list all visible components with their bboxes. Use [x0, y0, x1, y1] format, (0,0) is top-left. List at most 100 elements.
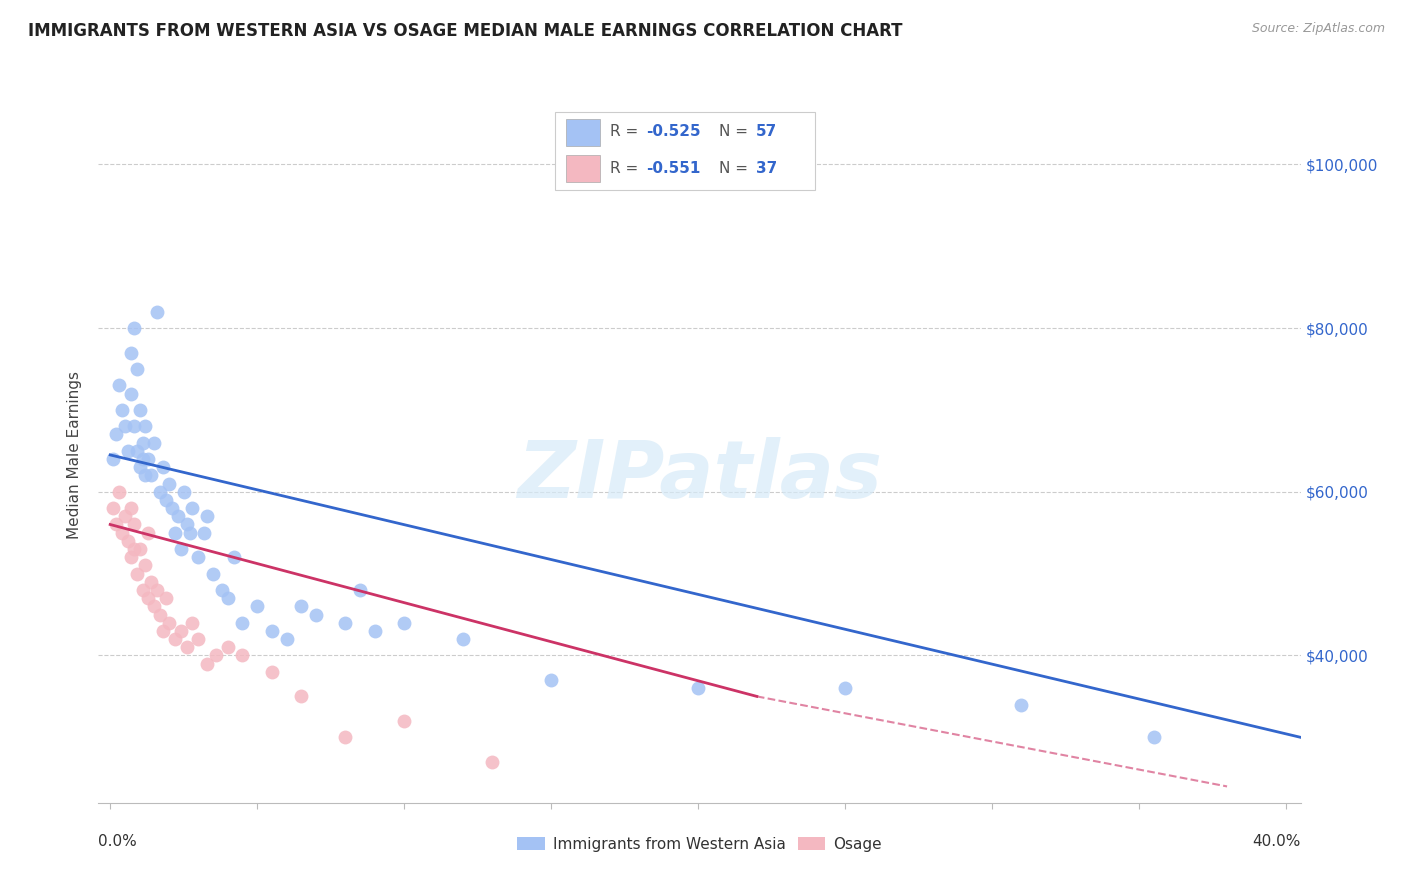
Point — [125, 362, 148, 376]
Point — [141, 468, 163, 483]
Point — [138, 452, 160, 467]
Point — [170, 542, 193, 557]
Point — [152, 460, 174, 475]
Point — [122, 517, 145, 532]
Point — [335, 615, 357, 630]
Point — [163, 525, 186, 540]
Point — [260, 624, 283, 638]
Text: IMMIGRANTS FROM WESTERN ASIA VS OSAGE MEDIAN MALE EARNINGS CORRELATION CHART: IMMIGRANTS FROM WESTERN ASIA VS OSAGE ME… — [28, 22, 903, 40]
Text: N =: N = — [720, 161, 754, 176]
Point — [138, 525, 160, 540]
Text: 57: 57 — [755, 124, 778, 139]
Point — [128, 403, 150, 417]
Point — [193, 525, 215, 540]
Point — [392, 714, 415, 728]
Point — [335, 731, 357, 745]
Point — [217, 591, 239, 606]
Point — [101, 501, 124, 516]
Point — [120, 501, 142, 516]
Point — [146, 304, 169, 318]
FancyBboxPatch shape — [565, 154, 599, 182]
Point — [392, 615, 415, 630]
Point — [111, 525, 134, 540]
Point — [179, 525, 201, 540]
Point — [195, 509, 218, 524]
Point — [290, 599, 312, 614]
Point — [149, 607, 172, 622]
Point — [152, 624, 174, 638]
Point — [195, 657, 218, 671]
Point — [349, 582, 371, 597]
Point — [120, 386, 142, 401]
Point — [114, 509, 136, 524]
Text: 40.0%: 40.0% — [1253, 834, 1301, 849]
Text: R =: R = — [610, 161, 643, 176]
Point — [451, 632, 474, 646]
Point — [128, 542, 150, 557]
Point — [131, 435, 153, 450]
Point — [108, 378, 131, 392]
Point — [231, 615, 253, 630]
Point — [1142, 731, 1164, 745]
Point — [134, 558, 156, 573]
Point — [134, 419, 156, 434]
Point — [202, 566, 225, 581]
Point — [122, 419, 145, 434]
Point — [105, 427, 128, 442]
Point — [217, 640, 239, 655]
Point — [131, 452, 153, 467]
Point — [155, 492, 177, 507]
Point — [260, 665, 283, 679]
Text: -0.551: -0.551 — [647, 161, 700, 176]
Point — [205, 648, 228, 663]
Point — [149, 484, 172, 499]
Point — [128, 460, 150, 475]
Point — [364, 624, 387, 638]
Point — [170, 624, 193, 638]
Point — [120, 345, 142, 359]
Point — [101, 452, 124, 467]
Point — [686, 681, 709, 696]
Point — [131, 582, 153, 597]
Point — [117, 443, 139, 458]
Point — [211, 582, 233, 597]
Point — [166, 509, 188, 524]
Point — [141, 574, 163, 589]
Point — [114, 419, 136, 434]
Point — [108, 484, 131, 499]
Point — [138, 591, 160, 606]
Point — [231, 648, 253, 663]
Point — [122, 542, 145, 557]
Point — [134, 468, 156, 483]
Point — [160, 501, 183, 516]
Point — [146, 582, 169, 597]
Point — [105, 517, 128, 532]
Point — [173, 484, 195, 499]
Text: ZIPatlas: ZIPatlas — [517, 437, 882, 515]
Point — [163, 632, 186, 646]
Point — [181, 501, 204, 516]
Point — [176, 517, 198, 532]
Point — [276, 632, 298, 646]
Point — [143, 435, 166, 450]
Point — [117, 533, 139, 548]
Point — [481, 755, 503, 769]
Point — [125, 443, 148, 458]
Point — [176, 640, 198, 655]
Point — [125, 566, 148, 581]
Point — [305, 607, 328, 622]
Point — [157, 476, 180, 491]
Y-axis label: Median Male Earnings: Median Male Earnings — [67, 371, 83, 539]
Point — [540, 673, 562, 687]
FancyBboxPatch shape — [565, 119, 599, 146]
Point — [246, 599, 269, 614]
Point — [143, 599, 166, 614]
Point — [834, 681, 856, 696]
Point — [122, 321, 145, 335]
Point — [187, 632, 209, 646]
Text: N =: N = — [720, 124, 754, 139]
Point — [1010, 698, 1032, 712]
Point — [157, 615, 180, 630]
Text: -0.525: -0.525 — [647, 124, 702, 139]
Point — [181, 615, 204, 630]
